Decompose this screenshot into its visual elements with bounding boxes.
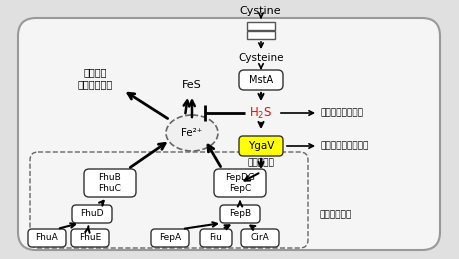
Text: 利用可能な鱄: 利用可能な鱄: [77, 79, 112, 89]
FancyBboxPatch shape: [84, 169, 136, 197]
FancyBboxPatch shape: [200, 229, 231, 247]
Text: 鱄の取り込み: 鱄の取り込み: [319, 211, 352, 219]
FancyBboxPatch shape: [239, 70, 282, 90]
FancyBboxPatch shape: [239, 136, 282, 156]
FancyBboxPatch shape: [151, 229, 189, 247]
Text: FhuB
FhuC: FhuB FhuC: [98, 173, 121, 193]
FancyBboxPatch shape: [18, 18, 439, 250]
Text: レドックスバランス: レドックスバランス: [320, 141, 369, 150]
FancyBboxPatch shape: [72, 205, 112, 223]
Text: H$_2$S: H$_2$S: [249, 105, 272, 120]
Text: FhuE: FhuE: [78, 234, 101, 242]
Text: 転写活性化: 転写活性化: [247, 159, 274, 168]
Text: Cystine: Cystine: [239, 6, 280, 16]
Text: Fiu: Fiu: [209, 234, 222, 242]
Text: 抗生物質耐性強化: 抗生物質耐性強化: [320, 109, 363, 118]
Text: FhuA: FhuA: [35, 234, 58, 242]
Text: Fe²⁺: Fe²⁺: [181, 128, 202, 138]
Ellipse shape: [166, 115, 218, 151]
Text: CirA: CirA: [250, 234, 269, 242]
FancyBboxPatch shape: [213, 169, 265, 197]
Text: FepDG
FepC: FepDG FepC: [224, 173, 254, 193]
FancyBboxPatch shape: [219, 205, 259, 223]
Bar: [246, 22, 274, 30]
Text: FeS: FeS: [182, 80, 202, 90]
Text: FepB: FepB: [229, 210, 251, 219]
Text: Cysteine: Cysteine: [238, 53, 283, 63]
Text: YgaV: YgaV: [247, 141, 274, 151]
FancyBboxPatch shape: [71, 229, 109, 247]
FancyBboxPatch shape: [241, 229, 279, 247]
Text: MstA: MstA: [248, 75, 273, 85]
FancyBboxPatch shape: [28, 229, 66, 247]
Text: FhuD: FhuD: [80, 210, 104, 219]
Bar: [246, 31, 274, 39]
Text: 細胞内で: 細胞内で: [83, 67, 106, 77]
Text: FepA: FepA: [159, 234, 181, 242]
